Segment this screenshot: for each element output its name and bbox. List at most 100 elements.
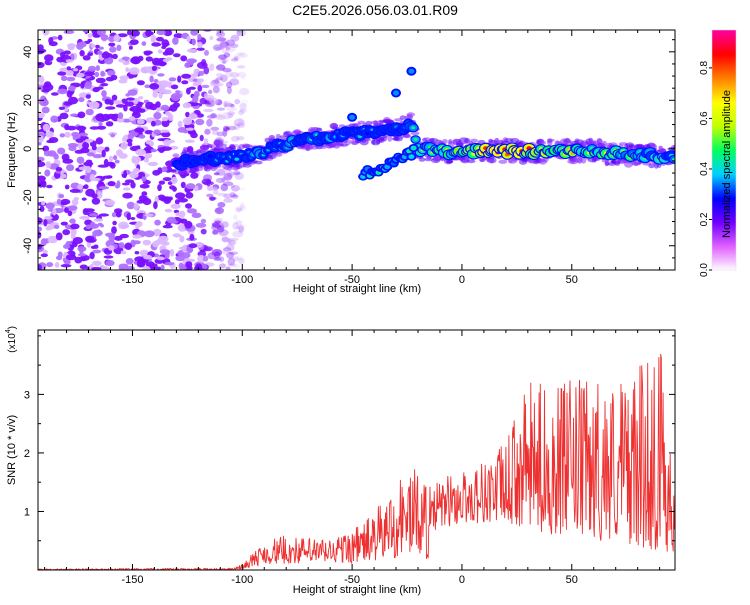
noise-speck	[93, 218, 104, 222]
noise-speck	[162, 177, 172, 182]
noise-speck	[195, 113, 204, 118]
ridge-halo	[470, 138, 479, 143]
noise-speck	[223, 247, 232, 252]
isolated-blob-core	[393, 90, 399, 96]
colorbar-cell	[712, 190, 736, 193]
colorbar-cell	[712, 224, 736, 227]
colorbar-label: Normalized spectral amplitude	[721, 90, 733, 238]
noise-speck	[78, 166, 87, 171]
isolated-blob-core	[408, 68, 415, 74]
noise-speck	[236, 30, 241, 36]
colorbar-cell	[712, 72, 736, 75]
ridge-halo	[195, 166, 204, 171]
noise-speck	[151, 42, 162, 47]
colorbar-cell	[712, 166, 736, 169]
noise-speck	[132, 156, 142, 163]
snr-ytick-label: 3	[24, 389, 30, 401]
noise-speck	[82, 141, 90, 150]
ridge-blob-core	[672, 157, 675, 161]
noise-speck	[199, 134, 204, 142]
noise-speck	[229, 43, 239, 48]
ridge-halo	[370, 120, 380, 125]
noise-speck	[77, 246, 87, 252]
noise-speck	[41, 106, 50, 114]
noise-speck	[116, 44, 122, 51]
noise-speck	[185, 192, 194, 199]
noise-speck	[180, 252, 191, 259]
noise-speck	[42, 145, 50, 152]
colorbar-tick-label: 0.0	[699, 263, 710, 277]
isolated-blob-core	[349, 114, 356, 120]
noise-speck	[67, 43, 76, 48]
noise-speck	[154, 219, 161, 226]
noise-speck	[90, 245, 96, 249]
noise-speck	[230, 185, 240, 192]
noise-speck	[232, 222, 239, 230]
noise-speck	[84, 71, 95, 76]
noise-speck	[44, 216, 53, 220]
noise-speck	[225, 39, 236, 47]
ridge-halo	[329, 122, 339, 130]
noise-speck	[53, 224, 60, 229]
colorbar-cell	[712, 182, 736, 185]
noise-speck	[113, 34, 120, 42]
noise-speck	[203, 138, 209, 145]
noise-speck	[98, 122, 103, 126]
noise-speck	[186, 48, 197, 53]
noise-speck	[195, 263, 203, 270]
noise-speck	[78, 41, 87, 48]
noise-speck	[115, 184, 120, 189]
noise-speck	[126, 138, 133, 143]
noise-speck	[118, 221, 129, 230]
noise-speck	[177, 120, 183, 128]
noise-speck	[185, 261, 193, 268]
noise-speck	[98, 46, 104, 50]
noise-speck	[184, 220, 193, 229]
ridge-halo	[442, 139, 448, 144]
noise-speck	[153, 201, 158, 210]
ridge-halo	[242, 144, 253, 149]
colorbar-cell	[712, 252, 736, 255]
spectrogram-ytick-label: 40	[22, 46, 34, 58]
noise-speck	[225, 81, 233, 89]
noise-speck	[106, 175, 113, 179]
noise-speck	[144, 153, 153, 159]
noise-speck	[187, 129, 197, 135]
noise-speck	[209, 35, 214, 41]
colorbar-cell	[712, 48, 736, 51]
noise-speck	[121, 56, 130, 61]
noise-speck	[134, 127, 145, 133]
colorbar-cell	[712, 86, 736, 89]
noise-speck	[91, 193, 98, 199]
noise-speck	[227, 240, 237, 245]
noise-speck	[153, 112, 162, 120]
noise-speck	[67, 205, 78, 211]
noise-speck	[157, 235, 169, 243]
noise-speck	[70, 232, 76, 240]
noise-speck	[209, 63, 215, 71]
noise-speck	[96, 125, 107, 130]
noise-speck	[195, 241, 203, 248]
noise-speck	[139, 249, 149, 257]
noise-speck	[87, 65, 97, 72]
noise-speck	[240, 75, 246, 80]
noise-speck	[90, 43, 96, 49]
noise-speck	[213, 189, 219, 195]
spectrogram-xtick-label: 50	[566, 274, 578, 286]
noise-speck	[197, 85, 203, 92]
colorbar-cell	[712, 188, 736, 191]
noise-speck	[45, 161, 52, 169]
colorbar-cell	[712, 196, 736, 199]
noise-speck	[47, 150, 57, 157]
noise-speck	[221, 221, 229, 228]
noise-speck	[206, 193, 214, 198]
noise-speck	[79, 215, 90, 220]
noise-speck	[46, 262, 54, 268]
noise-speck	[38, 61, 45, 69]
noise-speck	[156, 80, 165, 86]
ridge-halo	[580, 156, 587, 164]
colorbar-cell	[712, 68, 736, 71]
noise-speck	[180, 55, 188, 62]
noise-speck	[97, 164, 109, 168]
